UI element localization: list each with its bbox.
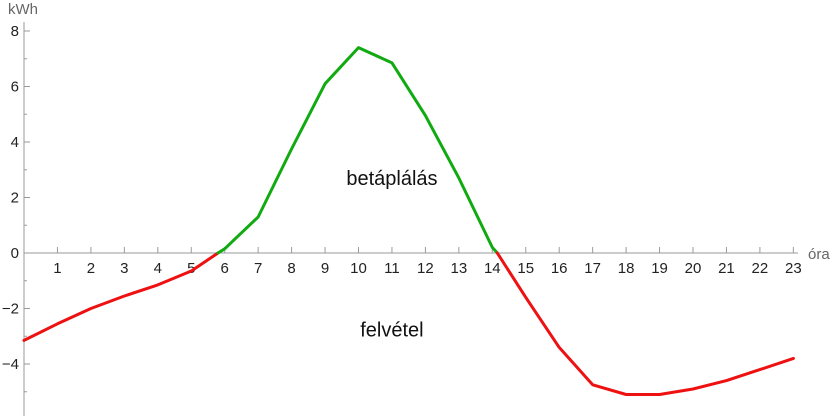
x-axis-label: óra: [808, 246, 830, 263]
x-tick-label: 7: [254, 260, 262, 277]
x-tick-label: 6: [221, 260, 229, 277]
annotation-1: betáplálás: [346, 168, 437, 190]
y-axis-label: kWh: [8, 1, 38, 18]
x-tick-label: 23: [785, 260, 802, 277]
series-line-1: [22, 251, 220, 342]
annotations: betáplálás felvétel: [346, 168, 437, 341]
x-tick-label: 1: [53, 260, 61, 277]
x-tick-label: 4: [154, 260, 162, 277]
x-tick-label: 8: [287, 260, 295, 277]
x-tick-label: 17: [584, 260, 601, 277]
x-tick-label: 2: [87, 260, 95, 277]
y-tick-label: −4: [2, 356, 19, 373]
y-tick-label: 0: [11, 245, 19, 262]
x-tick-label: 20: [685, 260, 702, 277]
ticks: 1 2 3 4 5 6 7 8 9 10 11 12 13 14 15 16 17 18 19 20 21 22 23−4−…: [2, 1, 830, 393]
x-tick-label: 16: [551, 260, 568, 277]
x-tick-label: 11: [384, 260, 400, 277]
y-tick-label: −2: [2, 301, 19, 318]
x-tick-label: 22: [752, 260, 769, 277]
axes: [23, 22, 798, 416]
series-line-3: [495, 251, 795, 396]
series-lines: [22, 46, 795, 396]
x-tick-label: 13: [451, 260, 468, 277]
y-tick-label: 2: [11, 190, 19, 207]
y-tick-label: 6: [11, 79, 19, 96]
x-tick-label: 19: [651, 260, 668, 277]
y-tick-label: 8: [11, 23, 19, 40]
x-tick-label: 10: [350, 260, 367, 277]
x-tick-label: 15: [517, 260, 534, 277]
series-line-2: [216, 46, 499, 255]
x-tick-label: 21: [718, 260, 735, 277]
x-tick-label: 3: [120, 260, 128, 277]
x-tick-label: 12: [417, 260, 434, 277]
x-tick-label: 14: [484, 260, 501, 277]
annotation-2: felvétel: [360, 319, 423, 341]
y-tick-label: 4: [11, 134, 19, 151]
x-tick-label: 9: [321, 260, 329, 277]
x-tick-label: 18: [618, 260, 635, 277]
x-tick-label: 5: [187, 260, 195, 277]
